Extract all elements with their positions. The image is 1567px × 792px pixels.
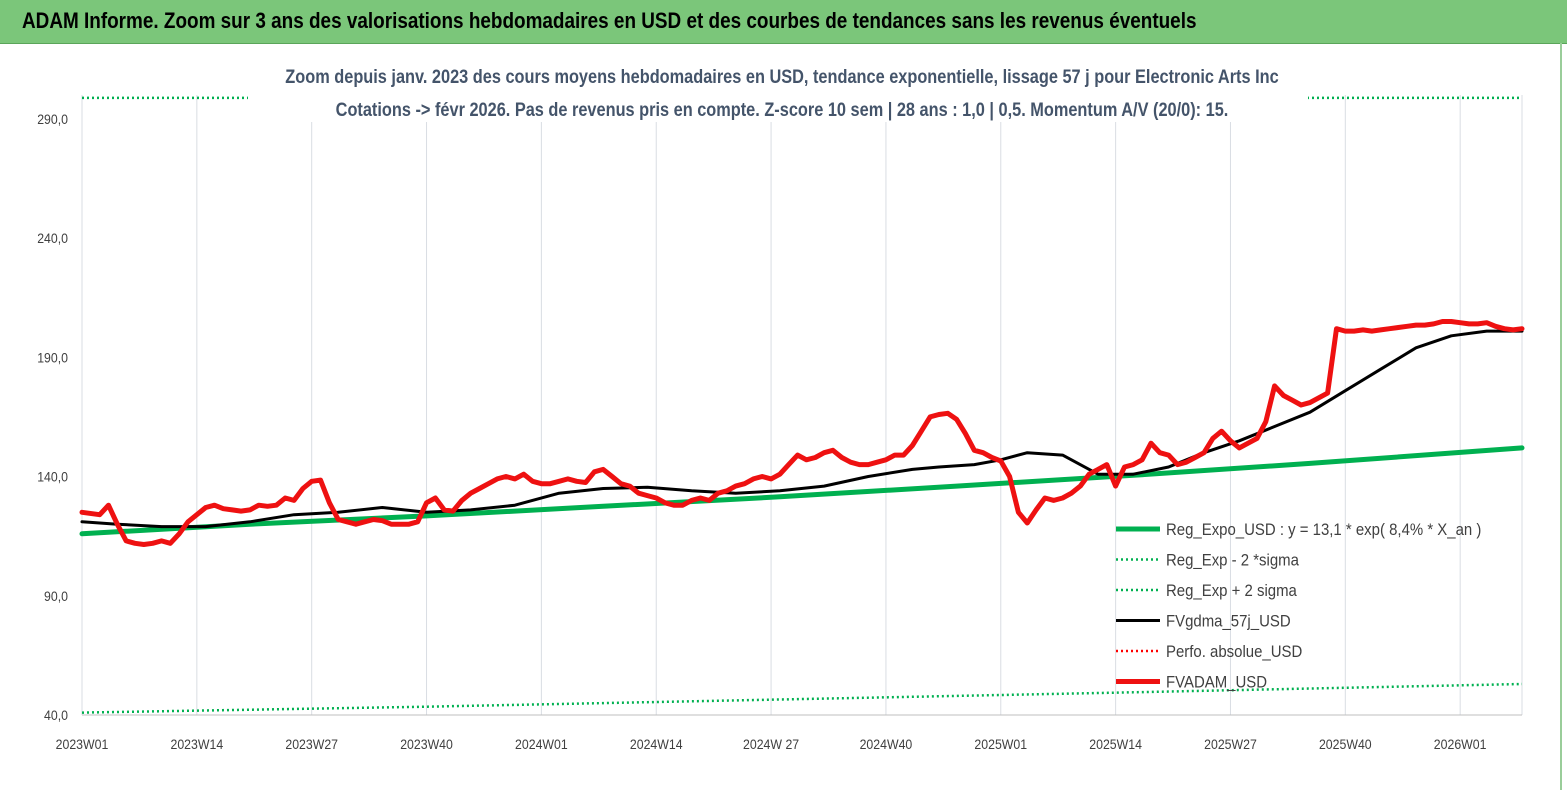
series-line-0: [79, 445, 1525, 537]
axis-layer: 2023W01 2023W14 2023W27 2023W40 2024W01 2024W…: [37, 111, 1522, 752]
y-tick-label: 140,0: [37, 469, 68, 485]
grid-layer: [81, 95, 1523, 715]
y-tick-label: 90,0: [44, 588, 68, 604]
series-line-3: [80, 329, 1524, 529]
legend-label: Reg_Exp - 2 *sigma: [1166, 552, 1299, 570]
series-line-5: [79, 319, 1525, 547]
chart-subtitle: Cotations -> févr 2026. Pas de revenus p…: [336, 99, 1229, 120]
legend-label: FVgdma_57j_USD: [1166, 613, 1291, 631]
x-tick-label: 2024W40: [860, 736, 913, 752]
legend-label: Reg_Expo_USD : y = 13,1 * exp( 8,4% * X_…: [1166, 521, 1481, 539]
legend-label: Reg_Exp + 2 sigma: [1166, 582, 1297, 600]
x-tick-label: 2023W14: [171, 736, 224, 752]
plot-border: [0, 43, 1562, 790]
y-tick-label: 290,0: [37, 111, 68, 127]
header-bar: ADAM Informe. Zoom sur 3 ans des valoris…: [0, 0, 1567, 44]
legend: Reg_Expo_USD : y = 13,1 * exp( 8,4% * X_…: [1116, 521, 1481, 692]
x-tick-label: 2025W14: [1089, 736, 1142, 752]
x-tick-label: 2025W01: [974, 736, 1027, 752]
x-tick-label: 2023W40: [400, 736, 453, 752]
title-background: [248, 58, 1308, 122]
page-title: ADAM Informe. Zoom sur 3 ans des valoris…: [22, 8, 1197, 33]
x-tick-label: 2023W01: [56, 736, 109, 752]
y-tick-label: 40,0: [44, 707, 68, 723]
y-tick-label: 190,0: [37, 350, 68, 366]
series-layer: [79, 96, 1525, 714]
y-tick-label: 240,0: [37, 230, 68, 246]
x-tick-label: 2025W27: [1204, 736, 1257, 752]
x-tick-label: 2024W14: [630, 736, 683, 752]
x-tick-label: 2024W01: [515, 736, 568, 752]
chart-title-block: Zoom depuis janv. 2023 des cours moyens …: [248, 58, 1308, 122]
x-tick-label: 2026W01: [1434, 736, 1487, 752]
legend-label: Perfo. absolue_USD: [1166, 643, 1302, 661]
x-tick-label: 2024W 27: [743, 736, 799, 752]
legend-label: FVADAM_USD: [1166, 674, 1267, 692]
chart-title: Zoom depuis janv. 2023 des cours moyens …: [285, 66, 1279, 87]
series-line-1: [81, 682, 1523, 714]
x-tick-label: 2025W40: [1319, 736, 1372, 752]
x-tick-label: 2023W27: [285, 736, 338, 752]
